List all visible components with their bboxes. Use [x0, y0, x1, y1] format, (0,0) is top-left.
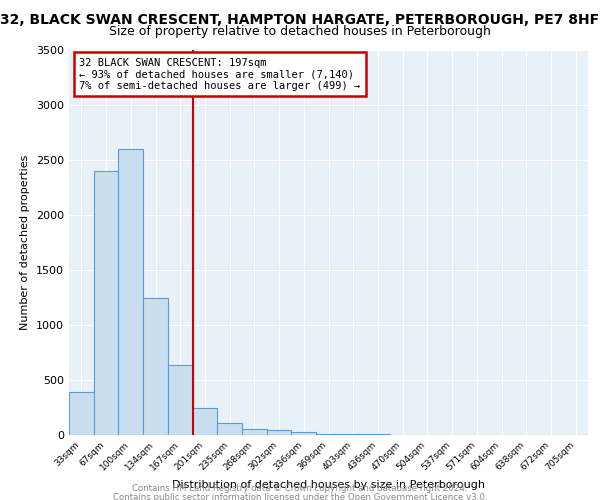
- Bar: [168, 364, 193, 435]
- Bar: [69, 392, 94, 435]
- Bar: [217, 423, 242, 435]
- Bar: [316, 434, 341, 435]
- Y-axis label: Number of detached properties: Number of detached properties: [20, 155, 31, 330]
- Text: 32 BLACK SWAN CRESCENT: 197sqm
← 93% of detached houses are smaller (7,140)
7% o: 32 BLACK SWAN CRESCENT: 197sqm ← 93% of …: [79, 58, 361, 91]
- Text: Size of property relative to detached houses in Peterborough: Size of property relative to detached ho…: [109, 25, 491, 38]
- Bar: [267, 430, 292, 435]
- Bar: [94, 171, 118, 435]
- Bar: [143, 298, 168, 435]
- X-axis label: Distribution of detached houses by size in Peterborough: Distribution of detached houses by size …: [172, 480, 485, 490]
- Bar: [118, 149, 143, 435]
- Text: 32, BLACK SWAN CRESCENT, HAMPTON HARGATE, PETERBOROUGH, PE7 8HF: 32, BLACK SWAN CRESCENT, HAMPTON HARGATE…: [1, 12, 599, 26]
- Bar: [242, 429, 267, 435]
- Bar: [193, 408, 217, 435]
- Text: Contains public sector information licensed under the Open Government Licence v3: Contains public sector information licen…: [113, 494, 487, 500]
- Text: Contains HM Land Registry data © Crown copyright and database right 2024.: Contains HM Land Registry data © Crown c…: [132, 484, 468, 493]
- Bar: [365, 434, 390, 435]
- Bar: [292, 432, 316, 435]
- Bar: [341, 434, 365, 435]
